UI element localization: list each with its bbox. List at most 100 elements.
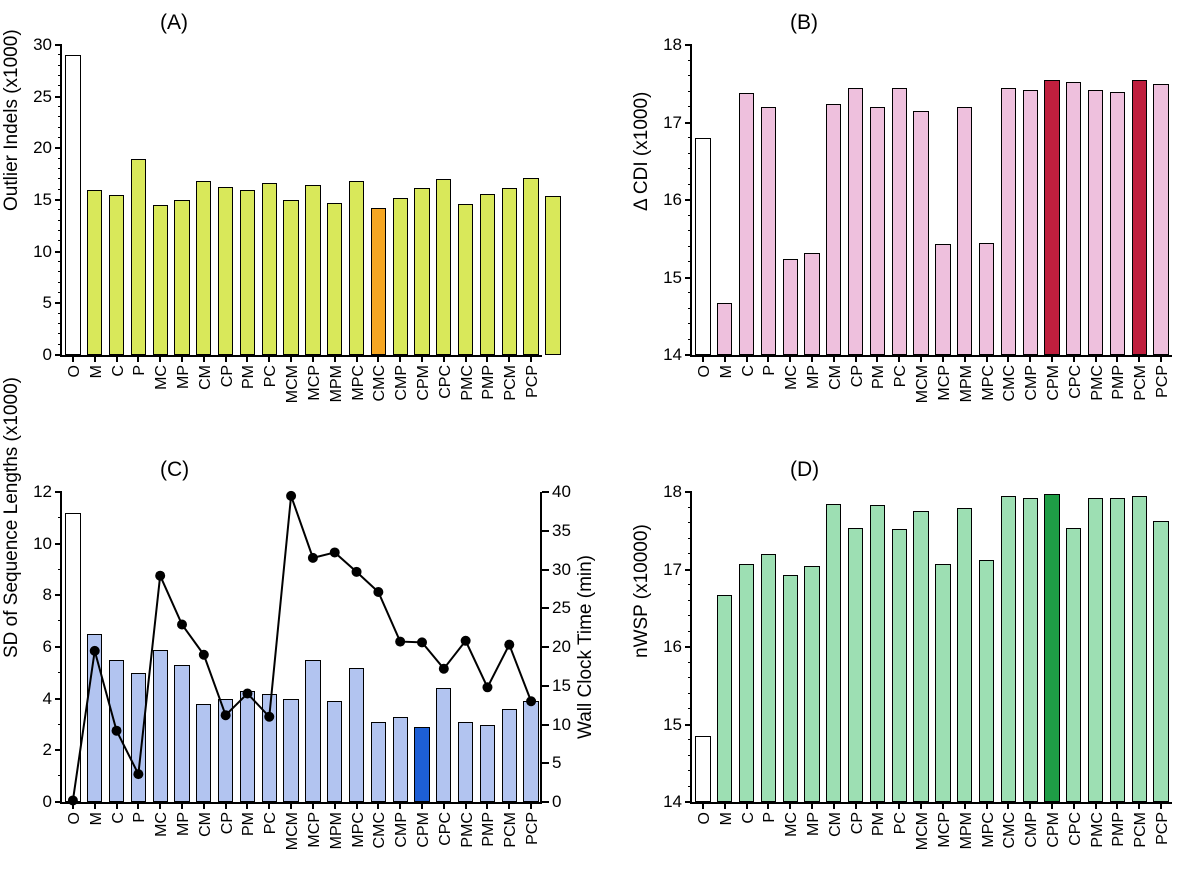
ytick-minor [688,91,692,92]
xlabel: PCP [524,812,542,845]
xlabel: MCP [306,812,324,848]
bar [436,179,451,355]
xtick-mark [94,355,96,362]
ytick-minor [688,553,692,554]
bar [153,205,168,355]
xtick-mark [399,802,401,809]
ytick-right-mark [542,607,549,609]
ytick-minor [688,584,692,585]
ytick-minor [58,672,62,673]
bar [480,194,495,355]
xlabel: O [66,365,84,377]
xlabel: MCP [936,365,954,401]
xtick-mark [268,355,270,362]
line-marker [308,553,318,563]
xlabel: CM [827,365,845,390]
ytick-minor [58,44,62,45]
ytick-minor [688,615,692,616]
line-marker [352,567,362,577]
xlabel: PCM [502,365,520,401]
bar [848,88,863,355]
bar [1001,496,1016,802]
xlabel: CMC [1001,812,1019,848]
ytick-minor [58,491,62,492]
xtick-mark [356,802,358,809]
xtick-mark [789,355,791,362]
bar [414,727,429,802]
bar [1066,82,1081,355]
xlabel: PMP [1110,812,1128,847]
bar [436,688,451,802]
bar [240,190,255,355]
xlabel: P [761,812,779,823]
ytick-minor [58,209,62,210]
ytick-minor [58,65,62,66]
bar [870,107,885,355]
bar [349,668,364,802]
bar [349,181,364,355]
bar [804,566,819,802]
panel-D: (D)1415161718OMCPMCMPCMCPPMPCMCMMCPMPMMP… [690,492,1170,802]
bar [1044,494,1059,802]
ytick-minor [58,189,62,190]
xlabel: O [66,812,84,824]
ytick-right-mark [542,724,549,726]
ytick-minor [58,106,62,107]
ytick-minor [688,153,692,154]
bar [913,511,928,802]
xtick-mark [399,355,401,362]
bar [892,88,907,355]
xtick-mark [767,802,769,809]
xtick-mark [443,355,445,362]
bar [131,159,146,355]
bar [979,560,994,802]
ytick-minor [58,543,62,544]
bar [826,504,841,802]
bar [523,701,538,802]
bar [305,185,320,356]
ytick-minor [58,261,62,262]
xtick-mark [508,355,510,362]
xtick-mark [1160,802,1162,809]
ytick-minor [58,158,62,159]
xlabel: CM [197,365,215,390]
xlabel: MPM [958,812,976,849]
xlabel: C [740,812,758,824]
ytick-minor [688,354,692,355]
xlabel: CPC [437,365,455,399]
xtick-mark [767,355,769,362]
plot-area-A: 051015202530OMCPMCMPCMCPPMPCMCMMCPMPMMPC… [60,45,542,357]
xlabel: MCM [284,812,302,850]
xlabel: MC [153,812,171,837]
xtick-mark [290,355,292,362]
ytick-minor [58,594,62,595]
ytick-minor [688,215,692,216]
bar [804,253,819,355]
xtick-mark [1073,802,1075,809]
ytick-right-mark [542,762,549,764]
xtick-mark [246,802,248,809]
xlabel: CPM [1045,365,1063,401]
xlabel: CPC [1067,365,1085,399]
bar [371,208,386,355]
ytick-minor [58,323,62,324]
ytick-minor [688,277,692,278]
line-marker [373,587,383,597]
xtick-mark [530,802,532,809]
xtick-mark [986,355,988,362]
plot-area-B: 1415161718OMCPMCMPCMCPPMPCMCMMCPMPMMPCCM… [690,45,1172,357]
xlabel: CP [849,812,867,834]
xlabel: PM [870,365,888,389]
bar [1066,528,1081,802]
bar [87,634,102,802]
ytick-right-mark [542,569,549,571]
panel-title-B: (B) [790,11,818,35]
xlabel: PMC [1089,365,1107,401]
ytick-minor [688,339,692,340]
ytick-minor [58,292,62,293]
xlabel: MP [175,365,193,389]
line-marker [330,547,340,557]
ytick-right-mark [542,646,549,648]
xlabel: MPC [350,812,368,848]
xtick-mark [811,802,813,809]
